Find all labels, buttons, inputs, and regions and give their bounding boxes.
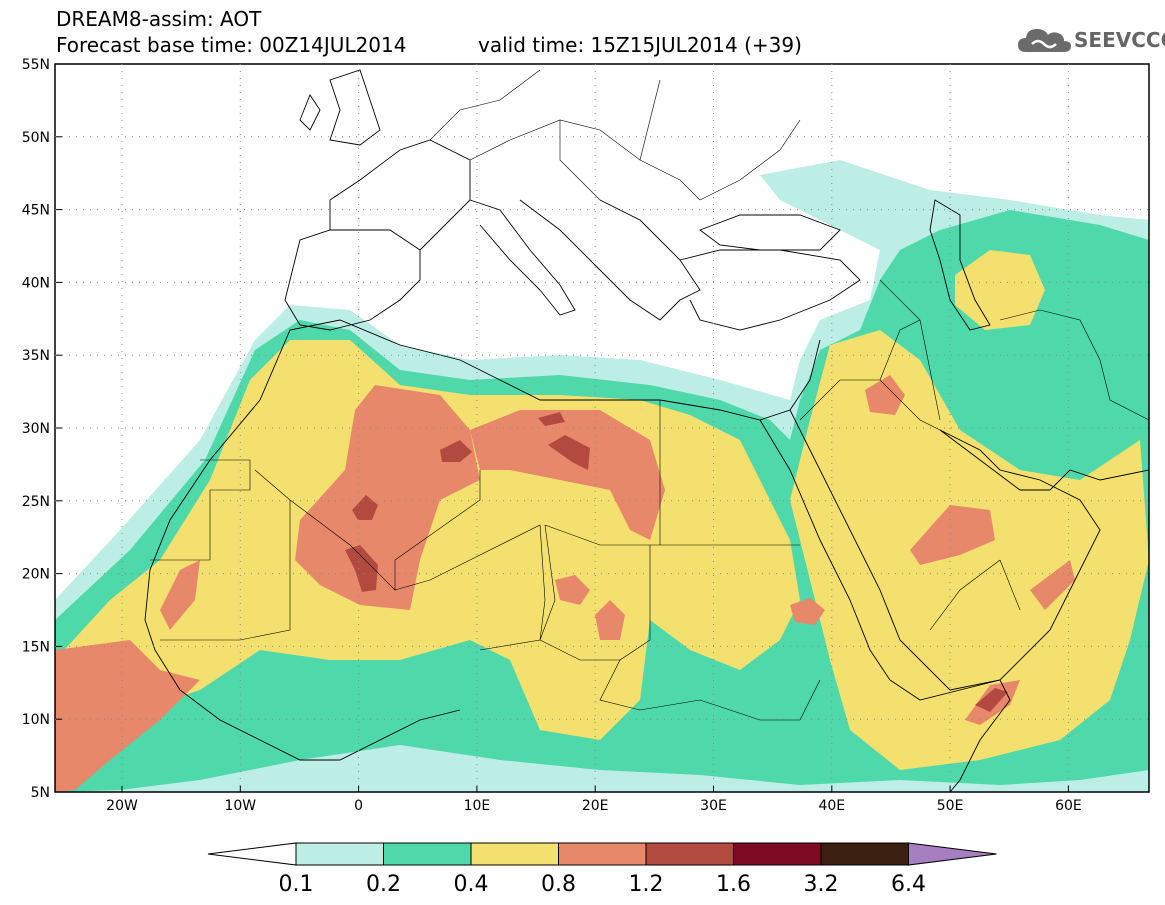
coast-redsea <box>759 409 901 681</box>
border-chad <box>539 524 620 661</box>
border-mauritania <box>150 459 251 561</box>
seevccc-logo: SEEVCCC <box>1018 24 1165 58</box>
lon-label: 60E <box>1055 798 1082 814</box>
lon-label: 20W <box>106 798 138 814</box>
colorbar-bin <box>383 842 472 866</box>
aot-field-0.8-iraq <box>865 375 905 415</box>
colorbar-label: 1.2 <box>628 872 664 897</box>
lat-label: 5N <box>31 785 50 801</box>
lat-label: 35N <box>22 348 50 364</box>
lon-label: 40E <box>818 798 845 814</box>
longitude-axis: 20W 10W 0 10E 20E 30E 40E 50E 60E <box>106 64 1082 814</box>
colorbar <box>207 842 997 866</box>
lat-label: 55N <box>22 57 50 73</box>
coast-iberia <box>284 229 421 331</box>
colorbar-label: 0.4 <box>453 872 489 897</box>
coast-gulf <box>939 429 1149 491</box>
aot-field-0.4-caspian <box>955 250 1045 330</box>
coast-turkey <box>679 249 861 331</box>
aot-field-0.8-yemen <box>1030 560 1075 610</box>
aot-field-1.2-e <box>538 412 565 426</box>
colorbar-bin <box>733 842 822 866</box>
lon-label: 50E <box>937 798 964 814</box>
coast-westafrica <box>144 399 461 761</box>
lat-label: 10N <box>22 712 50 728</box>
base-time-label: Forecast base time: 00Z14JUL2014 <box>56 33 407 57</box>
aot-field-1.2-c <box>345 545 378 592</box>
lat-label: 45N <box>22 203 50 219</box>
lon-label: 30E <box>700 798 727 814</box>
lon-label: 0 <box>354 798 363 814</box>
border-saudi <box>799 319 1021 631</box>
coast-britain <box>299 69 381 146</box>
lon-label: 10E <box>464 798 491 814</box>
map-title: DREAM8-assim: AOT <box>56 7 262 31</box>
coast-blacksea <box>699 214 841 251</box>
aot-field-0.8-westafrica <box>55 640 200 792</box>
aot-field-0.8-chadnorth <box>555 575 590 605</box>
logo-text: SEEVCCC <box>1074 28 1165 52</box>
lat-label: 20N <box>22 567 50 583</box>
valid-time-label: valid time: 15Z15JUL2014 (+39) <box>478 33 802 57</box>
colorbar-label: 3.2 <box>803 872 839 897</box>
colorbar-bin <box>558 842 647 866</box>
coast-hornafrica <box>889 679 1011 792</box>
lat-label: 15N <box>22 639 50 655</box>
aot-field-0.8-libya <box>470 410 665 540</box>
lat-label: 30N <box>22 421 50 437</box>
aot-field-1.2-d <box>548 435 590 470</box>
colorbar-label: 1.6 <box>716 872 751 897</box>
colorbar-label: 0.2 <box>366 872 401 897</box>
coastlines <box>144 69 1149 792</box>
colorbar-label: 0.1 <box>278 872 314 897</box>
latitude-axis: 55N 50N 45N 40N 35N 30N 25N 20N 15N 10N 5N <box>22 57 1149 801</box>
aot-field-0.8-chad <box>595 600 625 640</box>
border-libya-egypt <box>544 400 800 546</box>
coast-balkans <box>519 199 701 321</box>
aot-field-0.8-saudi <box>910 505 995 565</box>
colorbar-bin <box>470 842 559 866</box>
aot-field-1.2-a <box>440 440 472 462</box>
aot-field-1.2-b <box>352 495 378 520</box>
coast-caspian <box>929 199 991 331</box>
borders <box>150 69 1149 721</box>
lat-label: 50N <box>22 130 50 146</box>
border-iran <box>879 279 1149 421</box>
lat-label: 25N <box>22 494 50 510</box>
colorbar-label: 6.4 <box>891 872 926 897</box>
colorbar-over <box>908 842 997 866</box>
border-sudan <box>599 545 821 721</box>
border-mali-south <box>160 500 291 641</box>
aot-field-0.8-algeria <box>295 385 480 610</box>
coast-northafrica <box>259 319 821 421</box>
cloud-icon <box>1018 29 1071 52</box>
coast-italy <box>469 199 576 316</box>
lon-label: 10W <box>224 798 256 814</box>
colorbar-bin <box>645 842 734 866</box>
colorbar-bin <box>295 842 384 866</box>
border-europe <box>429 69 801 201</box>
colorbar-under <box>207 842 297 866</box>
lat-label: 40N <box>22 275 50 291</box>
colorbar-label: 0.8 <box>541 872 576 897</box>
colorbar-bin <box>820 842 909 866</box>
aot-field-0.8-mauritania <box>160 560 200 630</box>
lon-label: 20E <box>582 798 609 814</box>
aot-field-0.8-sudan <box>790 598 825 625</box>
aot-field-1.2-f <box>975 688 1008 712</box>
